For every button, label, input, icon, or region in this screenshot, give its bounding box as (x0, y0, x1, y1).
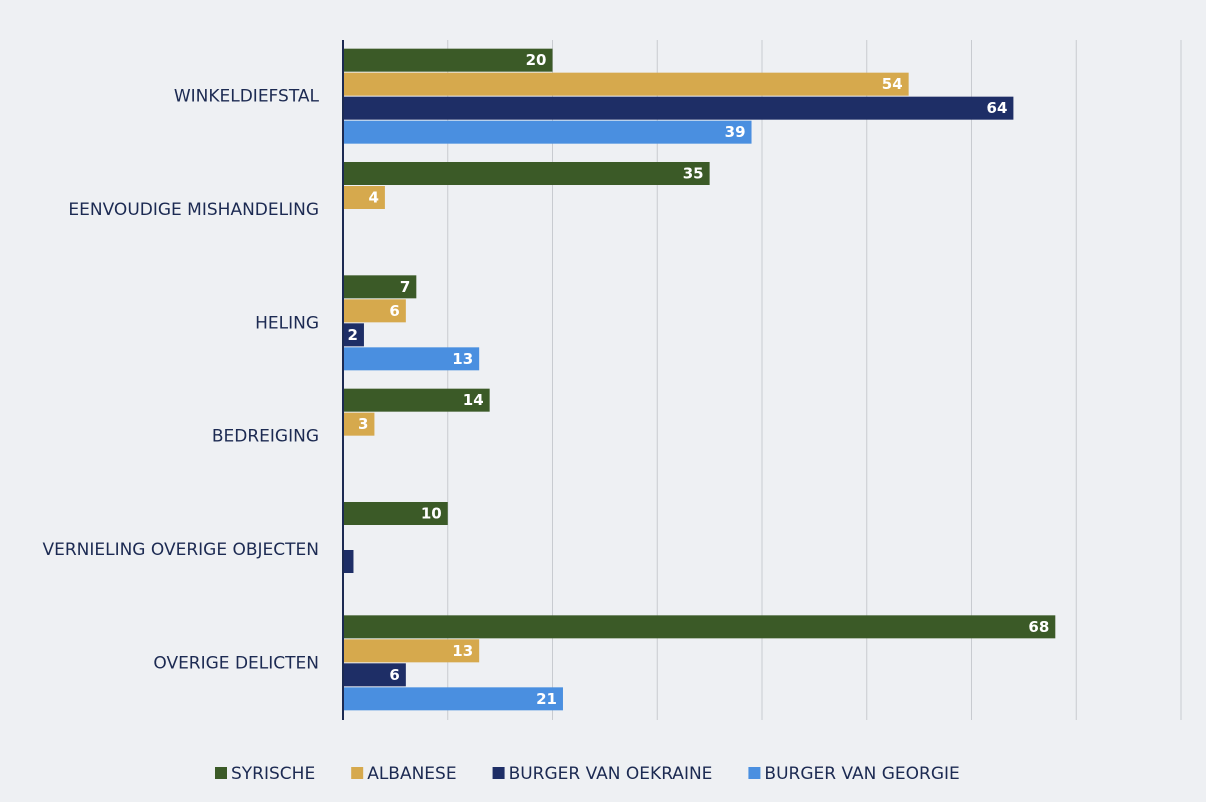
bar (343, 412, 375, 436)
bar (343, 48, 553, 72)
value-label: 13 (452, 642, 473, 660)
bar (343, 72, 909, 96)
bar (343, 639, 480, 663)
value-label: 4 (368, 189, 378, 207)
value-label: 35 (683, 165, 704, 183)
value-label: 64 (987, 99, 1008, 117)
bar (343, 687, 563, 711)
value-label: 68 (1028, 618, 1049, 636)
category-label: BEDREIGING (212, 427, 319, 447)
value-label: 3 (358, 415, 368, 433)
category-label: OVERIGE DELICTEN (153, 653, 319, 673)
category-label: HELING (255, 313, 319, 333)
value-label: 21 (536, 690, 557, 708)
category-label: EENVOUDIGE MISHANDELING (68, 200, 319, 220)
category-label: VERNIELING OVERIGE OBJECTEN (42, 540, 319, 560)
bar (343, 96, 1014, 120)
bar (343, 502, 448, 525)
value-label: 10 (421, 505, 442, 523)
bar (343, 275, 417, 299)
bar (343, 347, 480, 371)
legend-label: SYRISCHE (231, 764, 315, 784)
value-label: 2 (348, 326, 358, 344)
bar (343, 323, 364, 347)
value-label: 6 (389, 666, 399, 684)
bar (343, 550, 354, 573)
category-label: WINKELDIEFSTAL (174, 87, 320, 107)
bar (343, 615, 1056, 639)
legend-label: BURGER VAN OEKRAINE (509, 764, 713, 784)
value-label: 6 (389, 302, 399, 320)
bar (343, 663, 406, 687)
legend-swatch (351, 767, 364, 779)
legend-label: ALBANESE (367, 764, 456, 784)
value-label: 39 (725, 123, 746, 141)
bar (343, 299, 406, 323)
legend-swatch (215, 767, 227, 779)
value-label: 7 (400, 278, 410, 296)
legend-swatch (492, 767, 505, 779)
bar (343, 162, 710, 185)
bar (343, 120, 752, 144)
value-label: 13 (452, 350, 473, 368)
legend-label: BURGER VAN GEORGIE (764, 764, 959, 784)
legend-swatch (748, 767, 761, 779)
value-label: 54 (882, 75, 903, 93)
value-label: 20 (526, 51, 547, 69)
bar (343, 388, 490, 412)
bar (343, 186, 385, 209)
value-label: 14 (463, 391, 484, 409)
